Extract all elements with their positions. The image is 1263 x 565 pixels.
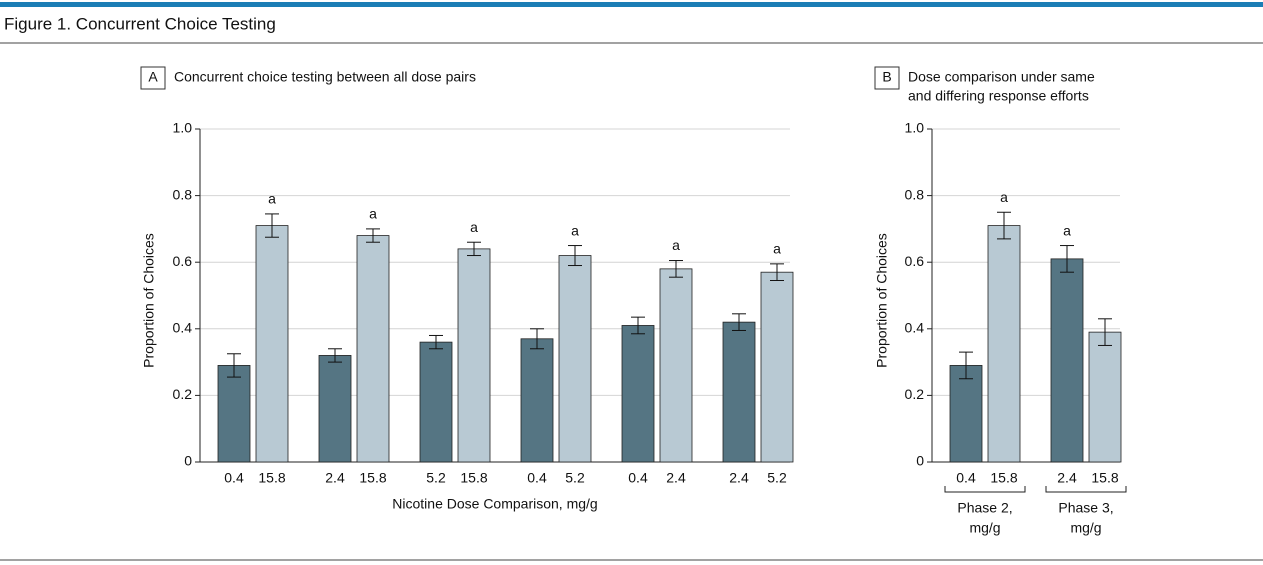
y-tick-label: 0.6 bbox=[173, 253, 193, 269]
annotation: a bbox=[773, 241, 781, 257]
group-label: mg/g bbox=[969, 520, 1000, 536]
annotation: a bbox=[369, 206, 377, 222]
annotation: a bbox=[268, 191, 276, 207]
bar bbox=[419, 341, 453, 463]
bar bbox=[949, 365, 983, 463]
bar bbox=[318, 355, 352, 463]
group-label: mg/g bbox=[1070, 520, 1101, 536]
x-tick-label: 2.4 bbox=[325, 470, 345, 486]
x-tick-label: 5.2 bbox=[565, 470, 585, 486]
x-tick-label: 15.8 bbox=[990, 470, 1017, 486]
y-tick-label: 1.0 bbox=[905, 120, 925, 136]
x-tick-label: 15.8 bbox=[359, 470, 386, 486]
y-axis-label: Proportion of Choices bbox=[141, 233, 157, 368]
group-bracket bbox=[944, 486, 1026, 493]
y-tick-label: 1.0 bbox=[173, 120, 193, 136]
group-label: Phase 2, bbox=[957, 500, 1012, 516]
x-tick-label: 15.8 bbox=[460, 470, 487, 486]
y-tick-label: 0.2 bbox=[173, 386, 193, 402]
panel-title: Dose comparison under same bbox=[908, 69, 1095, 85]
x-tick-label: 0.4 bbox=[224, 470, 244, 486]
panel-label-box bbox=[140, 66, 166, 90]
group-label: Phase 3, bbox=[1058, 500, 1113, 516]
annotation: a bbox=[571, 222, 579, 238]
y-tick-label: 0.6 bbox=[905, 253, 925, 269]
bar bbox=[217, 365, 251, 463]
y-tick-label: 0.4 bbox=[173, 320, 193, 336]
bar bbox=[621, 325, 655, 463]
top-bar bbox=[0, 2, 1263, 7]
x-tick-label: 2.4 bbox=[666, 470, 686, 486]
x-tick-label: 5.2 bbox=[767, 470, 787, 486]
panel-label: A bbox=[148, 69, 158, 85]
panel-label: B bbox=[882, 69, 891, 85]
bar bbox=[1088, 331, 1122, 463]
bar bbox=[558, 255, 592, 463]
y-tick-label: 0.4 bbox=[905, 320, 925, 336]
bar bbox=[457, 248, 491, 463]
annotation: a bbox=[1000, 189, 1008, 205]
bar bbox=[760, 271, 794, 463]
y-axis-label: Proportion of Choices bbox=[874, 233, 890, 368]
bar bbox=[1050, 258, 1084, 463]
x-tick-label: 5.2 bbox=[426, 470, 446, 486]
bar bbox=[356, 235, 390, 463]
annotation: a bbox=[672, 237, 680, 253]
x-tick-label: 0.4 bbox=[956, 470, 976, 486]
x-tick-label: 15.8 bbox=[1091, 470, 1118, 486]
bar bbox=[520, 338, 554, 463]
x-axis-label: Nicotine Dose Comparison, mg/g bbox=[392, 496, 597, 512]
bar bbox=[659, 268, 693, 463]
annotation: a bbox=[470, 219, 478, 235]
panel-title: and differing response efforts bbox=[908, 88, 1089, 104]
panel-title: Concurrent choice testing between all do… bbox=[174, 69, 476, 85]
x-tick-label: 2.4 bbox=[729, 470, 749, 486]
x-tick-label: 0.4 bbox=[628, 470, 648, 486]
figure-title: Figure 1. Concurrent Choice Testing bbox=[4, 14, 276, 33]
bar bbox=[722, 321, 756, 463]
y-tick-label: 0 bbox=[184, 453, 192, 469]
x-tick-label: 2.4 bbox=[1057, 470, 1077, 486]
annotation: a bbox=[1063, 222, 1071, 238]
group-bracket bbox=[1045, 486, 1127, 493]
bar bbox=[255, 225, 289, 463]
y-tick-label: 0.2 bbox=[905, 386, 925, 402]
panel-label-box bbox=[874, 66, 900, 90]
y-tick-label: 0.8 bbox=[905, 186, 925, 202]
y-tick-label: 0.8 bbox=[173, 186, 193, 202]
bar bbox=[987, 225, 1021, 463]
y-tick-label: 0 bbox=[916, 453, 924, 469]
x-tick-label: 0.4 bbox=[527, 470, 547, 486]
x-tick-label: 15.8 bbox=[258, 470, 285, 486]
